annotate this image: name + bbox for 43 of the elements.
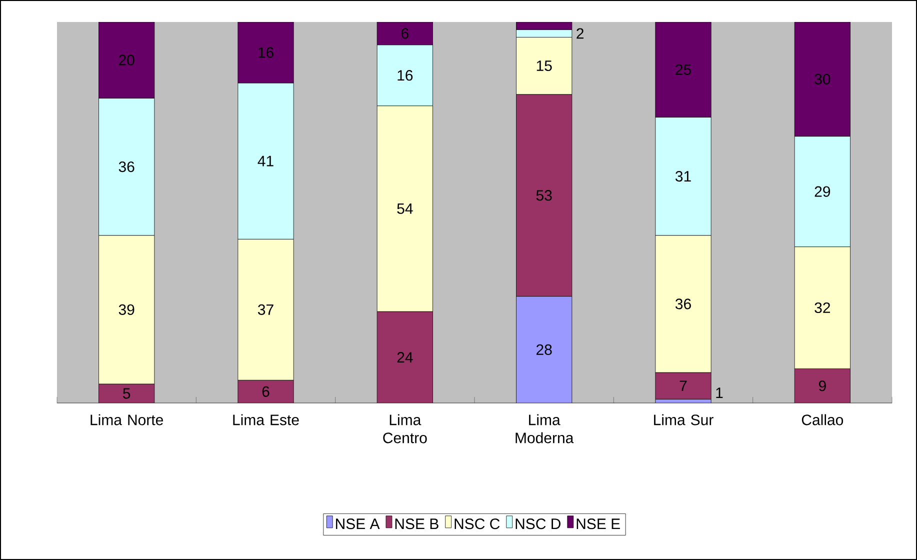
data-label: 28 [536, 344, 552, 355]
data-label: 53 [536, 190, 552, 201]
legend-label: NSE A [336, 518, 380, 530]
data-label: 7 [680, 380, 687, 392]
data-label: 41 [258, 156, 274, 166]
data-label: 31 [675, 170, 691, 182]
x-tick-label: Callao [802, 414, 844, 426]
data-label: 16 [258, 47, 274, 58]
bar [794, 368, 850, 403]
x-tick-label: Lima Sur [654, 414, 714, 426]
data-label: 29 [814, 186, 830, 197]
legend-label: NSC D [516, 518, 560, 530]
bar [516, 94, 572, 297]
data-label: 32 [814, 302, 830, 314]
data-label: 39 [118, 304, 134, 315]
data-label: 1 [716, 388, 723, 398]
data-label: 20 [118, 54, 134, 66]
x-tick-label: Lima Moderna [516, 414, 574, 444]
data-label: 5 [123, 388, 130, 399]
legend-label: NSC C [454, 518, 500, 530]
data-label: 16 [398, 70, 413, 81]
data-label: 24 [397, 352, 413, 363]
bar [98, 384, 154, 403]
bar [377, 312, 433, 403]
x-tick-label: Lima Este [233, 414, 299, 426]
bar [516, 296, 572, 403]
data-label: 9 [818, 380, 826, 392]
legend-label: NSE B [395, 518, 438, 530]
data-label: 30 [814, 74, 830, 84]
legend-label: NSE E [576, 518, 620, 530]
data-label: 54 [397, 203, 413, 214]
bar [655, 372, 712, 400]
x-tick-label: Lima Centro [383, 414, 427, 444]
data-label: 6 [262, 386, 270, 397]
data-label: 36 [675, 298, 691, 310]
data-label: 2 [576, 28, 584, 39]
data-label: 15 [536, 60, 552, 72]
data-label: 37 [258, 304, 274, 315]
x-tick-label: Lima Norte [90, 414, 163, 426]
bar [238, 380, 294, 403]
data-label: 6 [402, 28, 408, 39]
data-label: 36 [118, 161, 134, 172]
data-label: 25 [676, 64, 691, 75]
